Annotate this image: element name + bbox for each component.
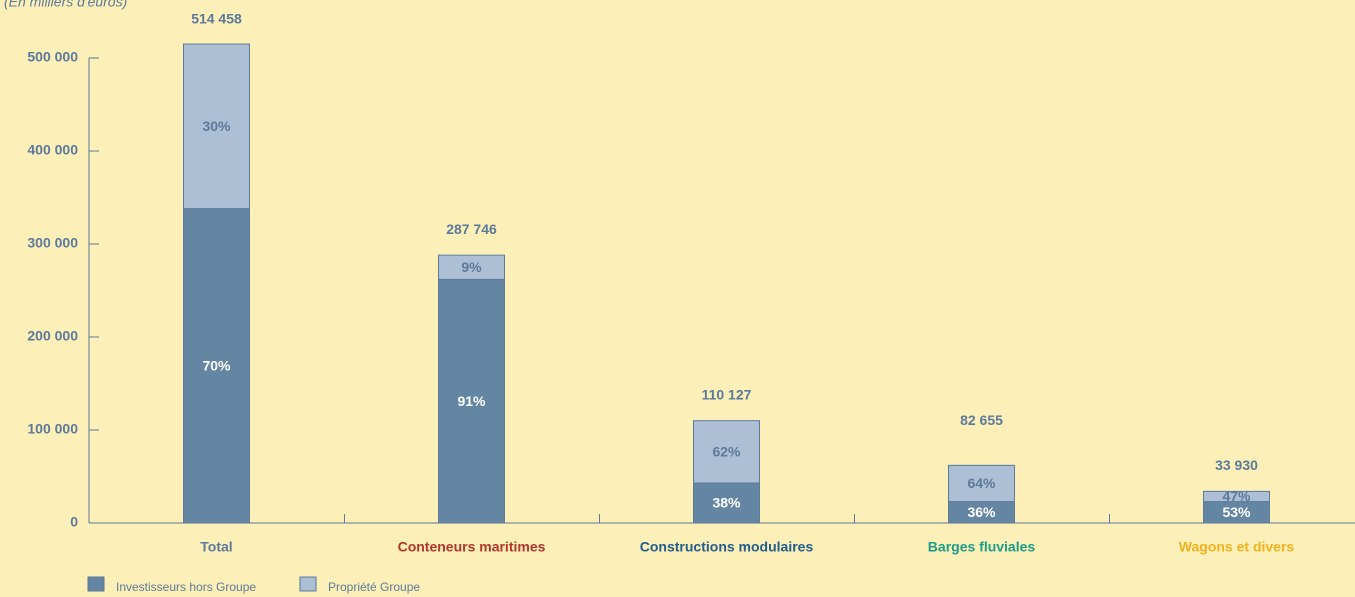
bar-segment bbox=[438, 254, 505, 280]
segment-label: 70% bbox=[202, 358, 231, 374]
total-label: 82 655 bbox=[960, 412, 1003, 428]
y-tick-label: 0 bbox=[70, 514, 78, 530]
x-tick-label: Conteneurs maritimes bbox=[398, 539, 546, 555]
segment-label: 38% bbox=[712, 495, 741, 511]
total-label: 110 127 bbox=[702, 386, 752, 402]
y-tick-label: 100 000 bbox=[27, 421, 78, 437]
total-label: 287 746 bbox=[446, 221, 497, 237]
segment-label: 30% bbox=[202, 118, 231, 134]
legend-label: Propriété Groupe bbox=[328, 580, 420, 594]
segment-label: 47% bbox=[1222, 488, 1251, 504]
total-label: 33 930 bbox=[1215, 457, 1258, 473]
y-tick-label: 300 000 bbox=[27, 235, 78, 251]
x-tick-label: Constructions modulaires bbox=[640, 539, 814, 555]
x-tick-label: Total bbox=[200, 539, 232, 555]
bar-segment bbox=[183, 43, 250, 210]
segment-label: 53% bbox=[1222, 504, 1251, 520]
x-tick-label: Wagons et divers bbox=[1179, 539, 1295, 555]
segment-label: 9% bbox=[461, 259, 482, 275]
bar-segment bbox=[438, 278, 505, 524]
legend-label: Investisseurs hors Groupe bbox=[116, 580, 256, 594]
y-tick-label: 200 000 bbox=[27, 328, 78, 344]
legend-swatch bbox=[299, 576, 317, 592]
bar-segment bbox=[693, 420, 760, 484]
bar-segment bbox=[693, 482, 760, 524]
segment-label: 91% bbox=[457, 393, 486, 409]
x-tick-label: Barges fluviales bbox=[928, 539, 1036, 555]
chart-subtitle: (En milliers d'euros) bbox=[4, 0, 127, 10]
bar-segment bbox=[1203, 490, 1270, 503]
y-tick-label: 500 000 bbox=[27, 49, 78, 65]
legend-swatch bbox=[87, 576, 105, 592]
segment-label: 64% bbox=[967, 475, 996, 491]
total-label: 514 458 bbox=[191, 10, 242, 26]
segment-label: 36% bbox=[967, 504, 996, 520]
segment-label: 62% bbox=[712, 444, 741, 460]
y-tick-label: 400 000 bbox=[27, 142, 78, 158]
bar-segment bbox=[183, 208, 250, 524]
bar-segment bbox=[948, 464, 1015, 503]
